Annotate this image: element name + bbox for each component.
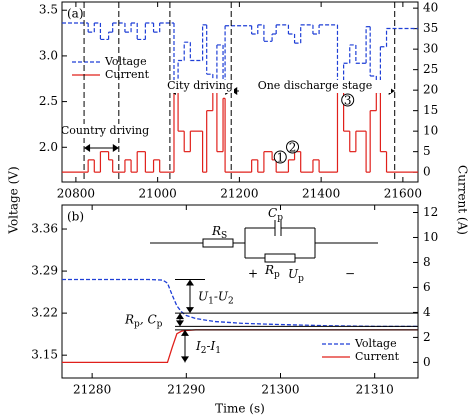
arrow-head — [176, 320, 184, 327]
y-tick-label: 3.5 — [39, 3, 58, 17]
annotation: I2-I1 — [195, 339, 221, 356]
y-tick-label: 2.5 — [39, 94, 58, 108]
plot-frame — [61, 204, 419, 379]
panel-label: (a) — [67, 7, 84, 21]
circuit-label: Cp — [268, 206, 283, 223]
x-tick-label: 21400 — [302, 187, 340, 201]
marker-circle — [286, 140, 300, 154]
y2-tick-label: 10 — [423, 230, 438, 244]
y2-tick-label: 2 — [423, 330, 431, 344]
annotation: 1 — [276, 151, 284, 165]
y-tick-label: 2.0 — [39, 140, 58, 154]
circuit-label-part: p — [298, 274, 304, 284]
annotation-part: U — [198, 289, 209, 303]
circuit-label-part: R — [264, 263, 274, 277]
resistor — [264, 253, 296, 263]
circuit-label: + — [248, 267, 258, 281]
annotation-part: R — [124, 312, 134, 326]
annotation: City driving — [167, 79, 233, 92]
y-tick-label: 3.22 — [31, 306, 58, 320]
x-tick-label: 21000 — [139, 187, 177, 201]
annotation: Country driving — [61, 124, 149, 137]
annotation-part: 1 — [208, 296, 214, 306]
annotation-part: 1 — [215, 346, 221, 356]
marker-circle — [341, 93, 355, 107]
x-tick-label: 21310 — [356, 383, 394, 397]
y2-tick-label: 15 — [423, 103, 438, 117]
circuit-label-part: p — [277, 213, 283, 223]
y-tick-label: 3.15 — [31, 348, 58, 362]
x-tick-label: 21600 — [384, 187, 422, 201]
arrow-head — [181, 356, 189, 363]
circuit-label-part: U — [288, 267, 299, 281]
circuit-label: Rp — [264, 263, 280, 280]
y2-tick-label: 30 — [423, 42, 438, 56]
y2-tick-label: 20 — [423, 83, 438, 97]
arrow-head — [186, 307, 194, 314]
y2-tick-label: 40 — [423, 1, 438, 15]
x-tick-label: 21300 — [261, 383, 299, 397]
y2-tick-label: 0 — [423, 165, 431, 179]
y2-tick-label: 0 — [423, 355, 431, 369]
resistor — [202, 238, 234, 248]
y2-tick-label: 12 — [423, 205, 438, 219]
y-tick-label: 3.36 — [31, 222, 58, 236]
y2-tick-label: 8 — [423, 255, 431, 269]
annotation-part: 2 — [228, 296, 234, 306]
arrow-head — [186, 279, 194, 286]
circuit-label-part: S — [221, 231, 227, 241]
y-tick-label: 3.0 — [39, 48, 58, 62]
label-bg — [239, 80, 391, 93]
arrow-head — [231, 87, 238, 95]
x-tick-label: 20800 — [57, 187, 95, 201]
annotation-part: , C — [140, 312, 157, 326]
arrow-head — [84, 144, 91, 152]
y2-tick-label: 4 — [423, 305, 431, 319]
legend-label: Voltage — [354, 337, 397, 350]
annotation: 2 — [289, 141, 297, 155]
panel-label: (b) — [67, 210, 84, 224]
annotation: Rp, Cp — [124, 312, 163, 329]
x-tick-label: 21290 — [167, 383, 205, 397]
annotation: U1-U2 — [198, 289, 234, 306]
circuit-label-part: p — [274, 270, 280, 280]
marker-circle — [273, 150, 287, 164]
circuit-label-part: R — [211, 224, 221, 238]
annotation-part: -U — [214, 289, 229, 303]
legend-label: Voltage — [104, 55, 147, 68]
annotation: One discharge stage — [258, 79, 373, 92]
legend-label: Current — [355, 350, 400, 363]
plot-frame — [61, 1, 419, 183]
annotation-part: I — [195, 339, 201, 353]
circuit-label: − — [345, 267, 355, 281]
circuit-label-part: C — [268, 206, 277, 220]
x-tick-label: 21200 — [220, 187, 258, 201]
arrow-head — [112, 144, 119, 152]
annotation: 3 — [344, 94, 352, 108]
annotation-part: 2 — [201, 346, 207, 356]
label-bg — [166, 80, 234, 93]
y2-tick-label: 25 — [423, 62, 438, 76]
y2-tick-label: 35 — [423, 21, 438, 35]
x-tick-label: 21280 — [73, 383, 111, 397]
annotation-part: p — [157, 319, 163, 329]
y2-tick-label: 10 — [423, 124, 438, 138]
y2-axis-label: Current (A) — [456, 165, 470, 235]
y-axis-label: Voltage (V) — [7, 166, 21, 234]
arrow-head — [176, 313, 184, 320]
label-bg — [66, 124, 144, 138]
y-tick-label: 3.29 — [31, 264, 58, 278]
circuit-label: Up — [288, 267, 304, 284]
arrow-head — [181, 329, 189, 336]
y2-tick-label: 5 — [423, 144, 431, 158]
annotation-part: -I — [206, 339, 215, 353]
legend-label: Current — [105, 68, 150, 81]
annotation-part: p — [134, 319, 140, 329]
y2-tick-label: 6 — [423, 280, 431, 294]
series-line — [62, 278, 418, 327]
x-axis-label: Time (s) — [215, 402, 265, 416]
circuit-label: RS — [211, 224, 227, 241]
